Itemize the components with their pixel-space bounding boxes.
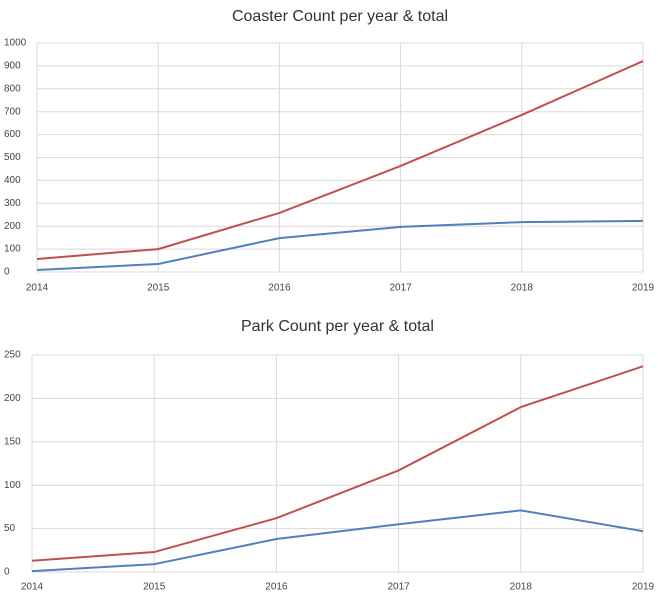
y-tick-label: 100 bbox=[4, 480, 21, 491]
x-tick-label: 2016 bbox=[268, 283, 291, 294]
y-tick-label: 800 bbox=[4, 83, 21, 94]
x-tick-label: 2016 bbox=[265, 582, 288, 593]
y-tick-label: 600 bbox=[4, 129, 21, 140]
y-tick-label: 150 bbox=[4, 436, 21, 447]
y-tick-label: 200 bbox=[4, 393, 21, 404]
y-tick-label: 300 bbox=[4, 198, 21, 209]
x-tick-label: 2019 bbox=[632, 582, 655, 593]
y-tick-label: 700 bbox=[4, 106, 21, 117]
x-tick-label: 2017 bbox=[389, 283, 412, 294]
x-tick-label: 2015 bbox=[147, 283, 170, 294]
x-tick-label: 2017 bbox=[387, 582, 410, 593]
x-tick-label: 2015 bbox=[143, 582, 166, 593]
series-line bbox=[36, 219, 644, 271]
chart-title: Park Count per year & total bbox=[241, 318, 434, 335]
y-tick-label: 250 bbox=[4, 350, 21, 361]
y-tick-label: 50 bbox=[4, 523, 16, 534]
y-tick-label: 100 bbox=[4, 244, 21, 255]
x-tick-label: 2018 bbox=[510, 582, 533, 593]
x-tick-label: 2018 bbox=[511, 283, 534, 294]
series-line bbox=[31, 509, 644, 573]
y-tick-label: 1000 bbox=[4, 38, 27, 49]
y-tick-label: 0 bbox=[4, 567, 10, 578]
y-tick-label: 0 bbox=[4, 267, 10, 278]
series-line bbox=[31, 365, 644, 562]
y-tick-label: 200 bbox=[4, 221, 21, 232]
y-tick-label: 500 bbox=[4, 152, 21, 163]
series-line bbox=[36, 60, 644, 260]
y-tick-label: 400 bbox=[4, 175, 21, 186]
x-tick-label: 2019 bbox=[632, 283, 655, 294]
y-tick-label: 900 bbox=[4, 61, 21, 72]
x-tick-label: 2014 bbox=[26, 283, 49, 294]
chart-title: Coaster Count per year & total bbox=[232, 8, 448, 25]
x-tick-label: 2014 bbox=[21, 582, 44, 593]
